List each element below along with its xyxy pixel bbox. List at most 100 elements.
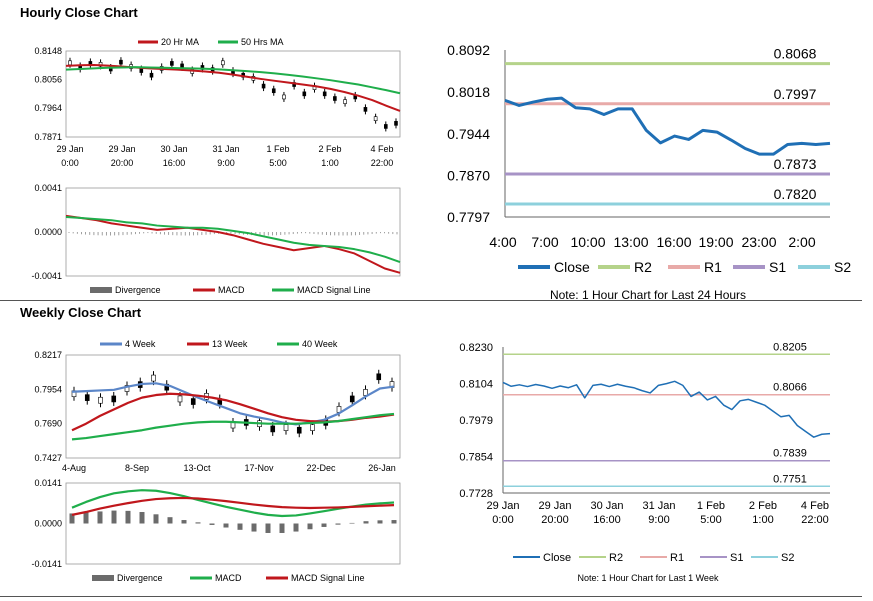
legend-hourly-signal: MACD Signal Line bbox=[297, 285, 371, 295]
weekly-divergence-bar bbox=[195, 522, 201, 524]
weekly-1w-y-tick: 0.8104 bbox=[459, 379, 493, 391]
weekly-macd-plot bbox=[65, 482, 401, 565]
weekly-price-y-tick: 0.7954 bbox=[34, 384, 62, 394]
legend-24h-r2: R2 bbox=[634, 259, 652, 275]
weekly-level-label-s1: 0.7839 bbox=[773, 448, 807, 460]
weekly-candle-body bbox=[151, 374, 156, 382]
weekly-4wk-line bbox=[71, 382, 395, 426]
weekly-macd-y-tick: 0.0000 bbox=[34, 519, 62, 529]
weekly-1w-y-tick: 0.7854 bbox=[459, 451, 493, 463]
weekly-1w-x-tick: 1:00 bbox=[752, 514, 773, 526]
level-label-s2: 0.7820 bbox=[774, 186, 817, 202]
hourly-candle-body bbox=[394, 121, 398, 126]
weekly-price-x-tick: 26-Jan bbox=[368, 463, 396, 473]
weekly-divergence-bar bbox=[125, 510, 131, 524]
legend-1w-s1: S1 bbox=[730, 552, 743, 564]
section-divider bbox=[0, 300, 862, 301]
weekly-candle-body bbox=[270, 425, 276, 433]
hourly-candle-body bbox=[271, 88, 276, 94]
legend-weekly-signal: MACD Signal Line bbox=[291, 573, 365, 583]
hourly-macd-y-tick: -0.0041 bbox=[31, 271, 62, 281]
weekly-1w-x-tick: 5:00 bbox=[700, 514, 721, 526]
weekly-candle-body bbox=[283, 424, 289, 431]
legend-1w-s2: S2 bbox=[781, 552, 794, 564]
weekly-1w-x-tick: 31 Jan bbox=[642, 500, 675, 512]
hourly-24h-x-tick: 2:00 bbox=[788, 234, 815, 250]
weekly-1w-x-tick: 1 Feb bbox=[697, 500, 725, 512]
weekly-level-label-r2: 0.8205 bbox=[773, 341, 807, 353]
legend-20hr-ma: 20 Hr MA bbox=[161, 37, 199, 47]
weekly-candle-body bbox=[296, 426, 302, 434]
hourly-24h-y-tick: 0.7797 bbox=[447, 209, 490, 225]
hourly-candle-body bbox=[322, 91, 327, 97]
legend-weekly-divergence: Divergence bbox=[117, 573, 163, 583]
hourly-24h-x-tick: 23:00 bbox=[741, 234, 776, 250]
legend-1w-r2: R2 bbox=[609, 552, 623, 564]
hourly-price-x-tick: 31 Jan bbox=[212, 144, 239, 154]
hourly-candle-body bbox=[149, 72, 154, 78]
weekly-1w-y-tick: 0.7979 bbox=[459, 415, 493, 427]
hourly-price-y-tick: 0.8148 bbox=[34, 46, 62, 56]
hourly-50hr-ma-line bbox=[65, 66, 401, 95]
hourly-candle-body bbox=[170, 61, 174, 66]
weekly-1w-x-tick: 30 Jan bbox=[590, 500, 623, 512]
level-label-r1: 0.7997 bbox=[774, 86, 817, 102]
weekly-divergence-bar bbox=[377, 520, 383, 524]
bottom-divider bbox=[0, 596, 862, 597]
weekly-1w-x-tick: 9:00 bbox=[648, 514, 669, 526]
weekly-candle-body bbox=[124, 385, 130, 392]
weekly-signal-line bbox=[71, 496, 395, 516]
hourly-24h-y-tick: 0.8092 bbox=[447, 42, 490, 58]
hourly-24h-x-tick: 16:00 bbox=[656, 234, 691, 250]
weekly-divergence-bar bbox=[279, 523, 285, 533]
hourly-price-y-tick: 0.8056 bbox=[34, 75, 62, 85]
legend-weekly-divergence-swatch bbox=[92, 575, 114, 581]
weekly-1w-x-tick: 4 Feb bbox=[801, 500, 829, 512]
legend-1w-r1: R1 bbox=[670, 552, 684, 564]
weekly-candle-body bbox=[363, 389, 368, 396]
weekly-candle-body bbox=[98, 396, 103, 404]
hourly-price-x-tick: 20:00 bbox=[111, 158, 134, 168]
weekly-divergence-bar bbox=[307, 523, 313, 530]
legend-hourly-divergence: Divergence bbox=[115, 285, 161, 295]
hourly-price-x-tick: 30 Jan bbox=[160, 144, 187, 154]
hourly-24h-x-tick: 7:00 bbox=[531, 234, 558, 250]
weekly-candle-body bbox=[349, 395, 355, 403]
hourly-signal-line bbox=[65, 215, 401, 263]
hourly-price-x-tick: 5:00 bbox=[269, 158, 287, 168]
weekly-price-plot bbox=[65, 354, 401, 459]
weekly-divergence-bar bbox=[251, 523, 257, 532]
hourly-24h-x-tick: 10:00 bbox=[570, 234, 605, 250]
weekly-level-label-s2: 0.7751 bbox=[773, 473, 807, 485]
weekly-level-label-r1: 0.8066 bbox=[773, 382, 807, 394]
weekly-1w-y-tick: 0.7728 bbox=[459, 488, 493, 500]
hourly-price-y-tick: 0.7871 bbox=[34, 132, 62, 142]
weekly-price-y-tick: 0.8217 bbox=[34, 350, 62, 360]
hourly-price-x-tick: 9:00 bbox=[217, 158, 235, 168]
hourly-price-x-tick: 22:00 bbox=[371, 158, 394, 168]
legend-4wk: 4 Week bbox=[125, 339, 156, 349]
hourly-price-y-tick: 0.7964 bbox=[34, 103, 62, 113]
hourly-24h-x-tick: 4:00 bbox=[489, 234, 516, 250]
weekly-price-y-tick: 0.7690 bbox=[34, 419, 62, 429]
hourly-price-x-tick: 29 Jan bbox=[108, 144, 135, 154]
weekly-candle-body bbox=[310, 424, 315, 431]
hourly-candle-body bbox=[139, 68, 144, 73]
weekly-divergence-bar bbox=[83, 512, 89, 524]
weekly-macd-y-tick: -0.0141 bbox=[31, 559, 62, 569]
hourly-candle-body bbox=[384, 124, 388, 129]
weekly-divergence-bar bbox=[237, 523, 243, 530]
hourly-24h-x-tick: 19:00 bbox=[698, 234, 733, 250]
weekly-divergence-bar bbox=[293, 523, 299, 532]
hourly-price-x-tick: 1:00 bbox=[321, 158, 339, 168]
hourly-candle-body bbox=[119, 59, 123, 65]
hourly-candle-body bbox=[343, 99, 347, 104]
hourly-candle-body bbox=[68, 60, 72, 66]
hourly-candle-body bbox=[373, 116, 378, 121]
legend-50hr-ma: 50 Hrs MA bbox=[241, 37, 284, 47]
hourly-24h-x-tick: 13:00 bbox=[613, 234, 648, 250]
hourly-section-title: Hourly Close Chart bbox=[20, 5, 138, 20]
weekly-price-x-tick: 13-Oct bbox=[183, 463, 211, 473]
legend-hourly-macd: MACD bbox=[218, 285, 245, 295]
